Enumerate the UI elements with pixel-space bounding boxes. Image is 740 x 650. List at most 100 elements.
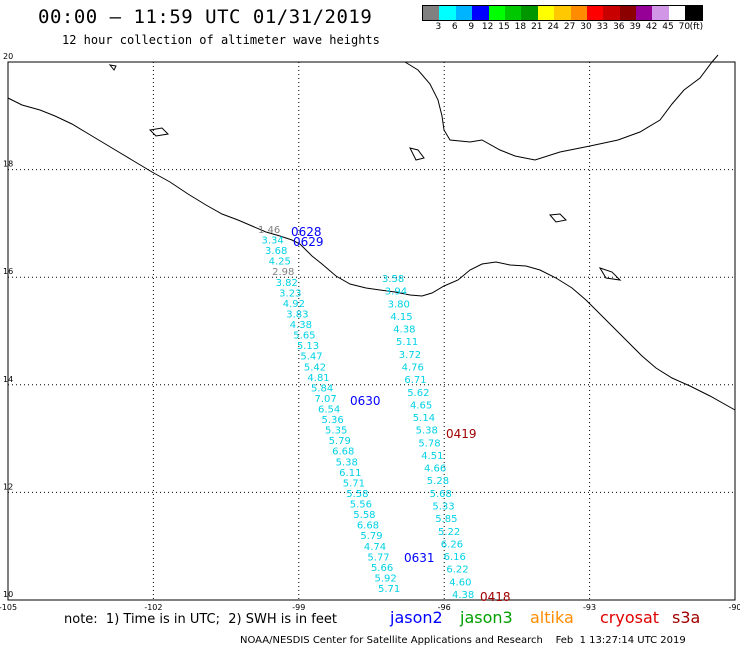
legend-swatch	[603, 6, 620, 20]
wave-height-value: 5.56	[350, 500, 372, 511]
wave-height-value: 5.33	[432, 502, 454, 513]
page-subtitle: 12 hour collection of altimeter wave hei…	[62, 33, 380, 47]
wave-height-value: 5.65	[293, 331, 315, 342]
legend-label: 9	[468, 22, 475, 32]
lat-tick-label: 18	[3, 160, 13, 169]
wave-height-value: 5.42	[304, 362, 326, 373]
wave-height-value: 6.11	[339, 468, 361, 479]
wave-height-value: 6.16	[444, 552, 466, 563]
color-legend	[422, 5, 703, 21]
wave-height-value: 5.78	[418, 438, 440, 449]
legend-swatch	[668, 6, 686, 20]
wave-height-value: 5.13	[297, 341, 319, 352]
wave-height-value: 3.83	[286, 309, 308, 320]
legend-swatch	[619, 6, 637, 20]
satellite-name: cryosat	[600, 608, 660, 627]
wave-height-value: 5.14	[413, 413, 435, 424]
wave-height-value: 4.65	[410, 400, 432, 411]
wave-height-value: 3.58	[382, 274, 404, 285]
wave-height-value: 5.79	[360, 531, 382, 542]
wave-height-value: 3.80	[388, 299, 410, 310]
wave-height-value: 5.38	[336, 457, 358, 468]
lon-tick-label: -105	[0, 603, 17, 612]
wave-height-value: 6.26	[441, 539, 463, 550]
legend-swatch	[488, 6, 505, 20]
satellite-name: altika	[530, 608, 574, 627]
lon-tick-label: -93	[583, 603, 596, 612]
map-gridlines	[7, 61, 736, 601]
legend-label: 12	[481, 22, 494, 32]
legend-swatch	[537, 6, 555, 20]
wave-height-value: 6.71	[404, 375, 426, 386]
wave-height-value: 3.68	[265, 246, 287, 257]
wave-height-value: 5.68	[430, 489, 452, 500]
wave-height-value: 6.54	[318, 405, 340, 416]
wave-height-value: 5.92	[374, 573, 396, 584]
legend-label: 15	[498, 22, 510, 32]
lon-tick-label: -96	[438, 603, 451, 612]
wave-height-value: 3.23	[279, 288, 301, 299]
track-west: 1.463.343.684.252.983.823.234.923.834.38…	[258, 225, 400, 595]
wave-height-value: 2.98	[272, 267, 294, 278]
wave-height-value: 5.22	[438, 527, 460, 538]
wave-height-value: 4.74	[364, 542, 386, 553]
wave-height-value: 4.38	[452, 590, 474, 601]
wave-height-value: 5.84	[311, 383, 333, 394]
lon-tick-label: -90	[728, 603, 740, 612]
pass-time-label: 0628	[291, 225, 322, 239]
wave-height-value: 5.28	[427, 476, 449, 487]
legend-label: 6	[451, 22, 458, 32]
lat-tick-label: 16	[3, 267, 13, 276]
wave-height-value: 6.22	[446, 565, 468, 576]
island-shapes	[108, 64, 622, 281]
satellite-name: jason3	[460, 608, 513, 627]
wave-height-value: 1.46	[258, 225, 280, 236]
wave-height-value: 5.58	[346, 489, 368, 500]
wave-height-value: 5.79	[329, 436, 351, 447]
lon-tick-label: -102	[144, 603, 162, 612]
wave-height-value: 5.11	[396, 337, 418, 348]
legend-swatch	[685, 6, 702, 20]
lat-tick-label: 20	[3, 52, 13, 61]
wave-height-value: 4.66	[424, 464, 446, 475]
wave-height-value: 4.81	[307, 373, 329, 384]
wave-height-value: 4.15	[390, 312, 412, 323]
wave-height-tracks: 1.463.343.684.252.983.823.234.923.834.38…	[258, 225, 474, 601]
legend-label: 3	[435, 22, 442, 32]
legend-swatch	[504, 6, 522, 20]
legend-label: 33	[596, 22, 609, 32]
wave-height-value: 5.47	[300, 352, 322, 363]
wave-height-value: 4.92	[283, 299, 305, 310]
wave-height-value: 5.71	[378, 584, 400, 595]
wave-height-value: 4.60	[449, 577, 471, 588]
pass-time-label: 0419	[446, 427, 477, 441]
lat-tick-label: 12	[3, 482, 13, 491]
satellite-name: s3a	[672, 608, 701, 627]
map-border	[7, 61, 736, 601]
legend-swatch	[423, 6, 440, 20]
legend-label: 45	[662, 22, 674, 32]
note-text: note: 1) Time is in UTC; 2) SWH is in fe…	[64, 612, 337, 627]
wave-height-value: 5.71	[343, 478, 365, 489]
lat-tick-label: 14	[3, 375, 13, 384]
legend-label: 30	[580, 22, 592, 32]
page-title: 00:00 – 11:59 UTC 01/31/2019	[38, 6, 373, 28]
wave-height-value: 5.58	[353, 510, 375, 521]
wave-height-value: 7.07	[314, 394, 336, 405]
wave-height-value: 4.25	[269, 257, 291, 268]
wave-height-value: 6.68	[332, 447, 354, 458]
legend-swatch	[439, 6, 456, 20]
wave-height-value: 3.34	[262, 236, 284, 247]
wave-height-value: 5.66	[371, 563, 393, 574]
wave-height-value: 6.68	[357, 521, 379, 532]
legend-swatch	[521, 6, 538, 20]
wave-height-value: 4.38	[393, 325, 415, 336]
wave-height-value: 3.72	[399, 350, 421, 361]
legend-swatch	[636, 6, 653, 20]
legend-swatch	[472, 6, 489, 20]
wave-height-value: 5.35	[325, 426, 347, 437]
legend-label: 36	[613, 22, 625, 32]
coastline-gulf	[404, 54, 719, 161]
